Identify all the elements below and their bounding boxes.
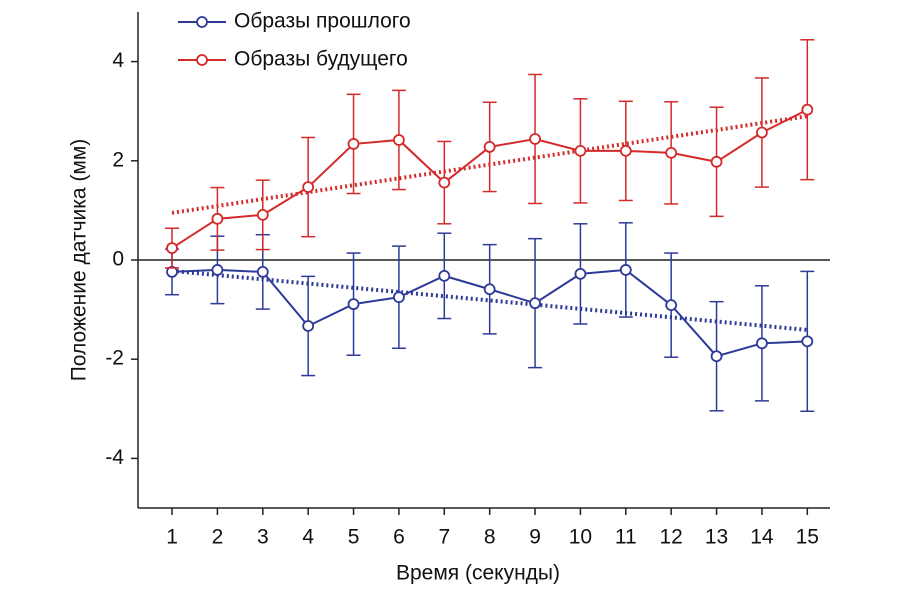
data-point: [801, 335, 814, 348]
data-point: [302, 320, 315, 332]
data-point: [393, 134, 405, 146]
y-tick-label: 2: [112, 148, 124, 171]
x-tick-label: 15: [796, 526, 819, 549]
x-axis-label: Время (секунды): [396, 562, 560, 585]
data-point: [211, 264, 224, 276]
data-point: [438, 269, 451, 282]
x-tick-label: 2: [212, 526, 224, 549]
x-tick-label: 9: [529, 526, 541, 549]
x-tick-label: 13: [705, 526, 728, 549]
data-point: [347, 138, 360, 150]
data-point: [756, 126, 768, 139]
x-tick-label: 10: [569, 526, 592, 549]
data-point: [665, 146, 678, 159]
x-tick-label: 4: [302, 526, 314, 549]
legend-marker: [196, 16, 208, 28]
data-point: [393, 291, 405, 304]
legend-label: Образы прошлого: [234, 10, 411, 33]
data-point: [529, 133, 541, 145]
x-tick-label: 1: [166, 526, 178, 549]
data-point: [756, 337, 768, 350]
x-tick-label: 11: [615, 526, 637, 549]
x-tick-label: 14: [750, 526, 774, 549]
data-point: [801, 103, 814, 116]
data-point: [166, 242, 178, 254]
y-tick-label: 0: [112, 248, 124, 271]
data-point: [256, 208, 269, 221]
legend-marker: [196, 54, 208, 66]
data-point: [529, 297, 541, 310]
x-tick-label: 8: [484, 526, 496, 549]
y-tick-label: 4: [112, 49, 124, 72]
data-point: [619, 264, 632, 276]
data-point: [483, 141, 496, 153]
data-point: [347, 298, 360, 311]
x-tick-label: 6: [393, 526, 405, 549]
x-tick-label: 3: [257, 526, 269, 549]
y-tick-label: -4: [105, 446, 124, 469]
data-point: [483, 283, 496, 296]
data-point: [710, 155, 723, 168]
data-point: [256, 266, 269, 278]
legend-label: Образы будущего: [234, 48, 408, 71]
data-point: [438, 176, 451, 189]
data-point: [574, 144, 587, 157]
x-tick-label: 12: [660, 526, 683, 549]
y-tick-label: -2: [105, 347, 124, 370]
y-axis-label: Положение датчика (мм): [68, 139, 91, 382]
x-tick-label: 7: [438, 526, 450, 549]
data-point: [574, 267, 587, 280]
data-point: [302, 181, 315, 193]
data-point: [619, 144, 632, 157]
data-point: [710, 350, 723, 363]
trend-line: [171, 268, 808, 332]
data-point: [665, 299, 678, 312]
data-point: [211, 212, 224, 225]
x-tick-label: 5: [348, 526, 360, 549]
